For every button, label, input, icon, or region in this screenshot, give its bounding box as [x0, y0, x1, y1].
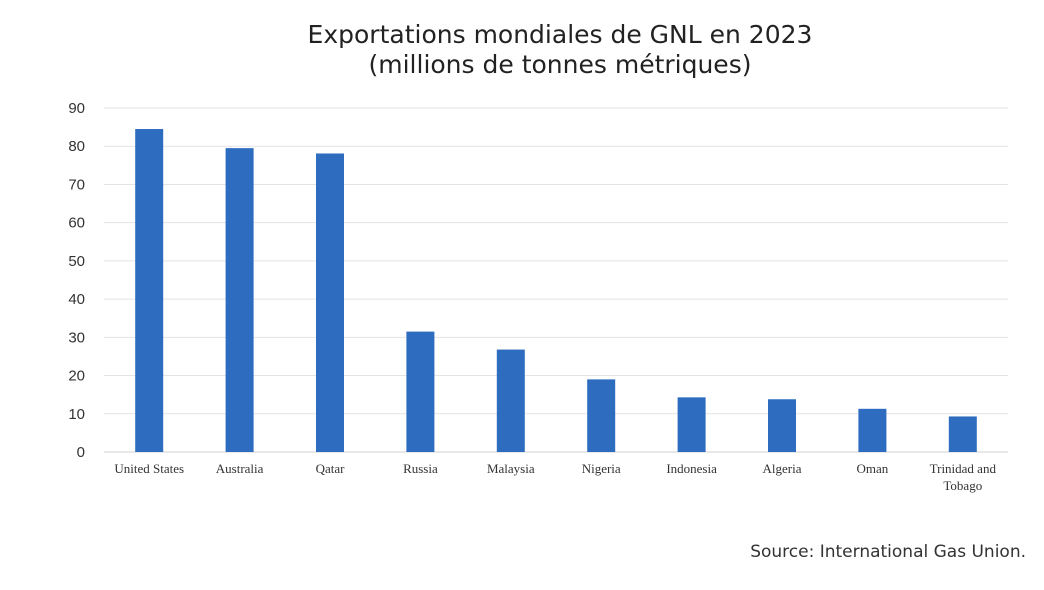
bars	[135, 129, 977, 453]
y-tick-label: 0	[77, 444, 85, 461]
y-tick-label: 20	[68, 368, 85, 385]
chart-title: Exportations mondiales de GNL en 2023	[307, 20, 813, 49]
x-tick-label: Nigeria	[582, 461, 621, 476]
y-tick-label: 80	[68, 138, 85, 155]
y-tick-label: 10	[68, 406, 85, 423]
bar	[225, 148, 254, 452]
bar	[135, 129, 164, 452]
bar	[496, 349, 525, 452]
bar-chart: 0 10 20 30 40 50 60 70 80 90 United States Austral…	[68, 100, 1008, 493]
bar	[677, 397, 706, 452]
x-tick-label: Algeria	[763, 461, 802, 476]
y-tick-label: 90	[68, 100, 85, 117]
bar	[948, 416, 977, 452]
y-tick-label: 50	[68, 253, 85, 270]
x-tick-label: Malaysia	[487, 461, 535, 476]
x-tick-label: Oman	[857, 461, 889, 476]
y-tick-label: 30	[68, 329, 85, 346]
source-note: Source: International Gas Union.	[750, 542, 1026, 562]
x-tick-label: Indonesia	[666, 461, 717, 476]
x-axis-labels: United States Australia Qatar Russia Malaysi…	[114, 461, 996, 493]
bar	[316, 153, 344, 453]
bar	[858, 408, 887, 452]
x-tick-label: Australia	[216, 461, 264, 476]
y-tick-label: 60	[68, 215, 85, 232]
x-tick-label: Trinidad and Tobago	[930, 461, 997, 493]
y-tick-label: 70	[68, 176, 85, 193]
chart-subtitle: (millions de tonnes métriques)	[368, 50, 752, 79]
grid-lines	[104, 107, 1008, 453]
y-tick-label: 40	[68, 291, 85, 308]
bar	[768, 399, 796, 452]
y-axis-ticks: 0 10 20 30 40 50 60 70 80 90	[68, 100, 85, 461]
x-tick-label: Qatar	[316, 461, 346, 476]
bar	[406, 331, 435, 452]
x-tick-label: Russia	[403, 461, 438, 476]
x-tick-label: United States	[114, 461, 184, 476]
bar	[587, 379, 616, 452]
